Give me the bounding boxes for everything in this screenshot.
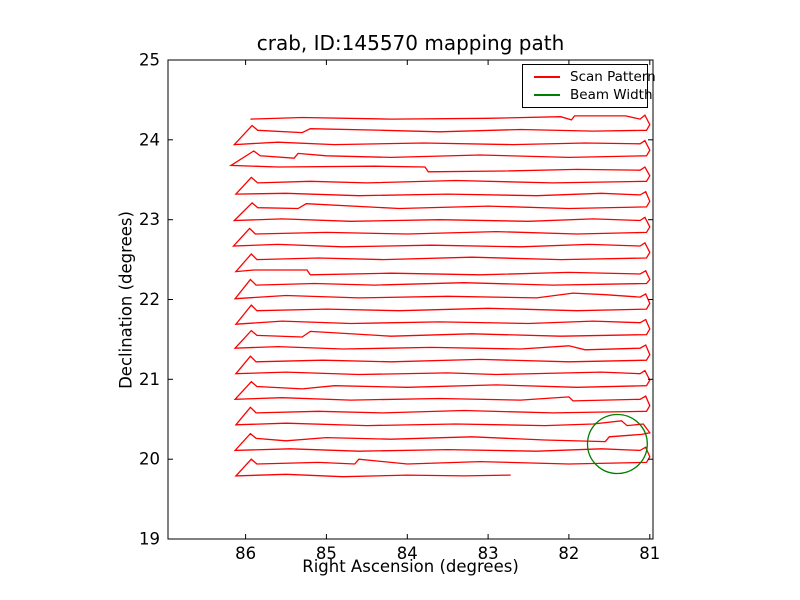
x-tick-label: 85: [316, 544, 337, 563]
x-tick-label: 83: [478, 544, 499, 563]
y-tick-label: 19: [139, 530, 160, 549]
legend-item-beam-width: Beam Width: [527, 87, 653, 103]
x-tick-label: 84: [397, 544, 418, 563]
legend-label-beam-width: Beam Width: [570, 87, 653, 104]
x-tick-label: 82: [558, 544, 579, 563]
x-axis-label: Right Ascension (degrees): [302, 557, 519, 576]
legend-label-scan-pattern: Scan Pattern: [570, 68, 656, 85]
y-tick-label: 22: [139, 290, 160, 309]
y-tick-label: 20: [139, 450, 160, 469]
y-tick-label: 24: [139, 130, 160, 149]
axes-frame: [167, 59, 654, 540]
x-tick-label: 86: [235, 544, 256, 563]
beam-width-circle: [586, 413, 648, 475]
legend: Scan Pattern Beam Width: [522, 64, 656, 108]
y-tick-label: 21: [139, 370, 160, 389]
x-tick-label: 81: [639, 544, 660, 563]
beam-width-line-sample-icon: [534, 94, 560, 97]
scan-pattern-path: [228, 114, 651, 478]
y-tick-label: 25: [139, 51, 160, 70]
chart-title: crab, ID:145570 mapping path: [256, 31, 565, 55]
scan-pattern-line-sample-icon: [534, 75, 560, 78]
legend-item-scan-pattern: Scan Pattern: [527, 69, 656, 85]
y-tick-label: 23: [139, 210, 160, 229]
